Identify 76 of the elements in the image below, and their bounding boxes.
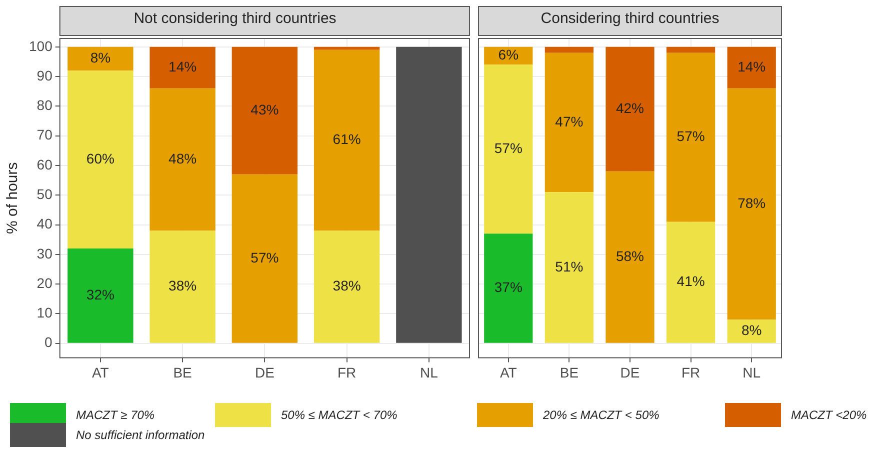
data-label: 43% <box>250 101 279 118</box>
data-label: 6% <box>498 46 519 63</box>
y-axis-title: % of hours <box>4 162 22 234</box>
x-tick-label: AT <box>92 364 110 380</box>
bar <box>314 230 380 343</box>
x-tick-label: BE <box>173 364 192 380</box>
bar <box>484 64 533 234</box>
data-label: 61% <box>332 131 361 148</box>
y-tick-label: 80 <box>36 97 53 114</box>
legend-label: 50% ≤ MACZT < 70% <box>281 408 398 422</box>
x-tick-label: FR <box>681 364 700 380</box>
legend-label: MACZT ≥ 70% <box>76 408 155 422</box>
data-label: 38% <box>168 278 197 294</box>
legend-label: 20% ≤ MACZT < 50% <box>543 408 660 422</box>
bar <box>396 46 462 343</box>
data-label: 51% <box>555 258 584 274</box>
data-label: 14% <box>168 58 197 75</box>
legend-label: MACZT <20% <box>791 408 867 422</box>
data-label: 41% <box>676 273 705 290</box>
bar <box>232 174 298 343</box>
x-tick-label: DE <box>254 364 274 380</box>
x-tick-label: AT <box>500 364 518 380</box>
data-label: 60% <box>86 150 114 166</box>
bar <box>606 46 654 172</box>
bar <box>314 46 380 50</box>
data-label: 8% <box>741 322 762 338</box>
y-tick-label: 40 <box>36 216 53 232</box>
bar <box>606 171 654 343</box>
data-label: 58% <box>616 248 644 264</box>
data-label: 78% <box>738 194 766 211</box>
data-label: 38% <box>332 278 361 294</box>
data-label: 57% <box>250 249 279 266</box>
data-label: 47% <box>555 113 584 130</box>
y-tick-label: 30 <box>36 245 53 262</box>
y-tick-label: 100 <box>29 38 53 54</box>
bar <box>544 46 594 53</box>
bar <box>544 192 594 343</box>
bar <box>666 46 716 53</box>
bar <box>68 46 134 71</box>
data-label: 57% <box>676 128 705 144</box>
y-tick-label: 0 <box>44 334 53 350</box>
legend-label: No sufficient information <box>76 428 205 442</box>
data-label: 42% <box>616 100 644 116</box>
bar <box>232 46 298 174</box>
bar <box>544 52 594 192</box>
data-label: 32% <box>86 286 114 303</box>
y-tick-label: 10 <box>36 304 53 321</box>
data-label: 57% <box>494 140 522 156</box>
x-tick-label: NL <box>420 364 438 380</box>
y-tick-label: 70 <box>36 126 53 143</box>
x-tick-label: DE <box>620 364 640 380</box>
bar <box>314 50 380 231</box>
y-tick-label: 60 <box>36 156 53 172</box>
bar <box>666 222 716 343</box>
data-label: 8% <box>90 50 111 66</box>
y-tick-label: 20 <box>36 274 53 291</box>
chart-title: Considering third countries <box>540 10 720 28</box>
bar <box>484 234 533 343</box>
bar <box>150 230 216 343</box>
chart-title: Not considering third countries <box>134 10 336 28</box>
y-tick-label: 50 <box>36 186 53 202</box>
bar <box>68 70 134 248</box>
bar <box>150 46 216 88</box>
y-tick-label: 90 <box>36 67 53 84</box>
x-tick-label: NL <box>742 364 761 380</box>
data-label: 48% <box>168 150 197 166</box>
bar <box>150 88 216 231</box>
bar <box>727 320 776 343</box>
bar <box>68 248 134 343</box>
data-label: 37% <box>494 279 522 296</box>
bar <box>666 52 716 222</box>
bar <box>727 88 776 320</box>
x-tick-label: FR <box>337 364 356 380</box>
data-label: 14% <box>738 58 766 75</box>
x-tick-label: BE <box>560 364 579 380</box>
bar <box>727 46 776 88</box>
